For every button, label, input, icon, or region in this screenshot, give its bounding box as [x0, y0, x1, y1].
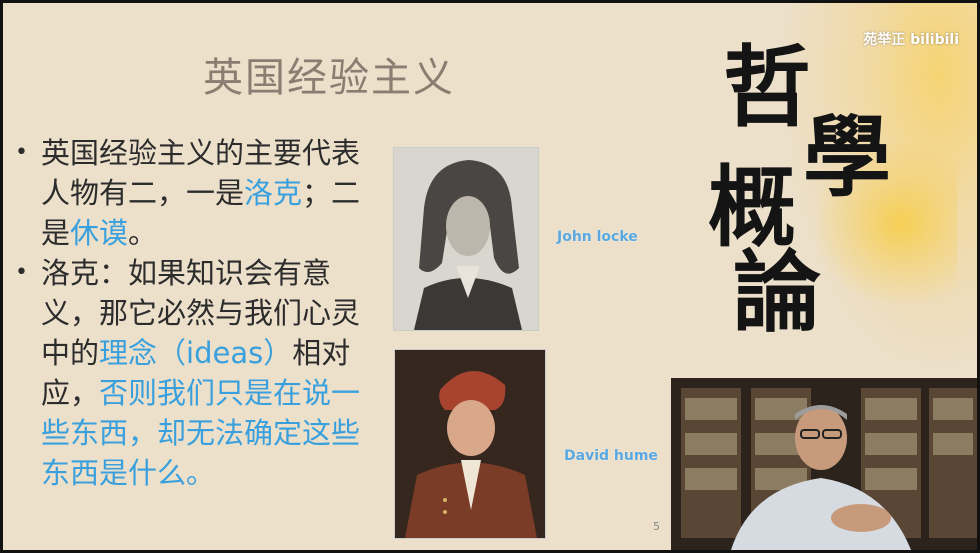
bullet-2-text-a: 洛克：如果知识会有意义，那它必然与我们心灵中的: [41, 256, 361, 370]
bullet-2-text-b: 相对应，: [41, 336, 351, 410]
bullet-dot-icon: •: [15, 260, 28, 285]
speaker-video-overlay: [671, 378, 977, 550]
bullet-2-highlight-ideas: 理念（ideas）: [99, 336, 293, 370]
calligraphy-char-2: 學: [803, 105, 892, 209]
calligraphy-char-4: 論: [733, 240, 822, 344]
slide-title: 英国经验主义: [203, 55, 455, 101]
page-number: 5: [653, 520, 660, 533]
watermark-author: 苑举正: [863, 32, 906, 48]
decorative-flower-background-2: [817, 143, 957, 303]
bullet-1-highlight-hume: 休谟: [70, 216, 129, 250]
bullet-1-highlight-locke: 洛克: [244, 176, 303, 210]
bilibili-watermark: 苑举正 bilibili: [863, 29, 959, 49]
bilibili-logo-icon: bilibili: [910, 32, 959, 48]
caption-locke: John locke: [557, 229, 638, 245]
david-hume-portrait: [394, 349, 546, 539]
bullet-item-1: • 英国经验主义的主要代表人物有二，一是洛克；二是休谟。: [11, 133, 381, 253]
caption-hume: David hume: [564, 448, 658, 464]
bullet-2-highlight-otherwise: 否则我们只是在说一些东西，却无法确定这些东西是什么。: [41, 376, 361, 490]
bullet-1-text-a: 英国经验主义的主要代表人物有二，一是: [41, 136, 361, 210]
slide: 英国经验主义 • 英国经验主义的主要代表人物有二，一是洛克；二是休谟。 • 洛克…: [3, 3, 977, 550]
bullet-list: • 英国经验主义的主要代表人物有二，一是洛克；二是休谟。 • 洛克：如果知识会有…: [11, 133, 381, 493]
bullet-dot-icon: •: [15, 140, 28, 165]
calligraphy-title: 哲 學 概 論: [703, 43, 913, 343]
calligraphy-char-1: 哲: [723, 35, 812, 139]
john-locke-portrait: [393, 147, 539, 331]
bullet-1-text-c: 。: [128, 216, 158, 250]
calligraphy-char-3: 概: [708, 155, 797, 259]
bullet-1-text-b: ；二是: [41, 176, 361, 250]
bullet-item-2: • 洛克：如果知识会有意义，那它必然与我们心灵中的理念（ideas）相对应，否则…: [11, 253, 381, 493]
